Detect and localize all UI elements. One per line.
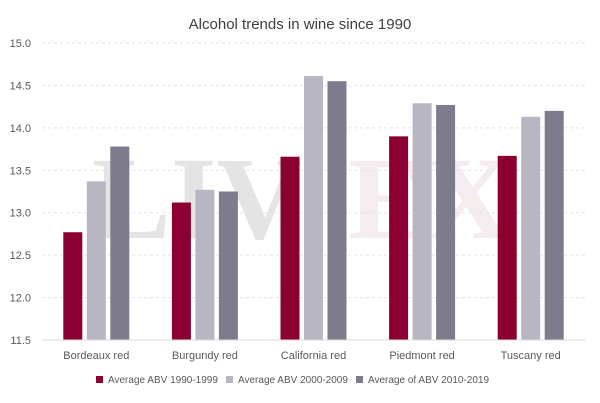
y-tick-label: 12.5	[10, 250, 31, 262]
legend-swatch	[226, 376, 233, 383]
chart-title: Alcohol trends in wine since 1990	[189, 16, 412, 33]
bar	[218, 191, 238, 340]
legend-swatch	[96, 376, 103, 383]
y-tick-label: 12.0	[10, 293, 31, 305]
bar	[280, 156, 300, 340]
x-tick-label: California red	[281, 350, 346, 362]
bar	[86, 181, 106, 340]
x-tick-label: Piedmont red	[389, 350, 454, 362]
legend-label: Average ABV 1990-1999	[108, 375, 218, 386]
legend-swatch	[356, 376, 363, 383]
y-tick-label: 14.5	[10, 80, 31, 92]
bar	[63, 232, 83, 340]
bar	[436, 104, 456, 341]
x-axis-categories: Bordeaux red Burgundy red California red Pi…	[63, 350, 560, 362]
y-tick-label: 15.0	[10, 38, 31, 50]
x-tick-label: Tuscany red	[501, 350, 561, 362]
x-tick-label: Burgundy red	[172, 350, 238, 362]
y-tick-label: 13.0	[10, 208, 31, 220]
y-tick-label: 13.5	[10, 165, 31, 177]
y-axis-ticks: 11.5 12.0 12.5 13.0 13.5 14.0 14.5 15.0	[10, 38, 31, 347]
legend-label: Average ABV 2000-2009	[238, 375, 348, 386]
bar	[195, 189, 215, 340]
bar	[110, 146, 130, 340]
y-tick-label: 11.5	[10, 335, 31, 347]
y-tick-label: 14.0	[10, 123, 31, 135]
bar	[389, 136, 409, 340]
legend: Average ABV 1990-1999 Average ABV 2000-20…	[96, 375, 489, 386]
x-tick-label: Bordeaux red	[63, 350, 129, 362]
legend-label: Average of ABV 2010-2019	[368, 375, 489, 386]
bar	[304, 76, 323, 340]
bars	[63, 76, 564, 341]
bar	[497, 155, 517, 340]
bar	[544, 110, 564, 340]
bar	[521, 116, 541, 340]
bar	[171, 202, 191, 340]
bar	[327, 81, 347, 340]
bar	[412, 103, 432, 341]
